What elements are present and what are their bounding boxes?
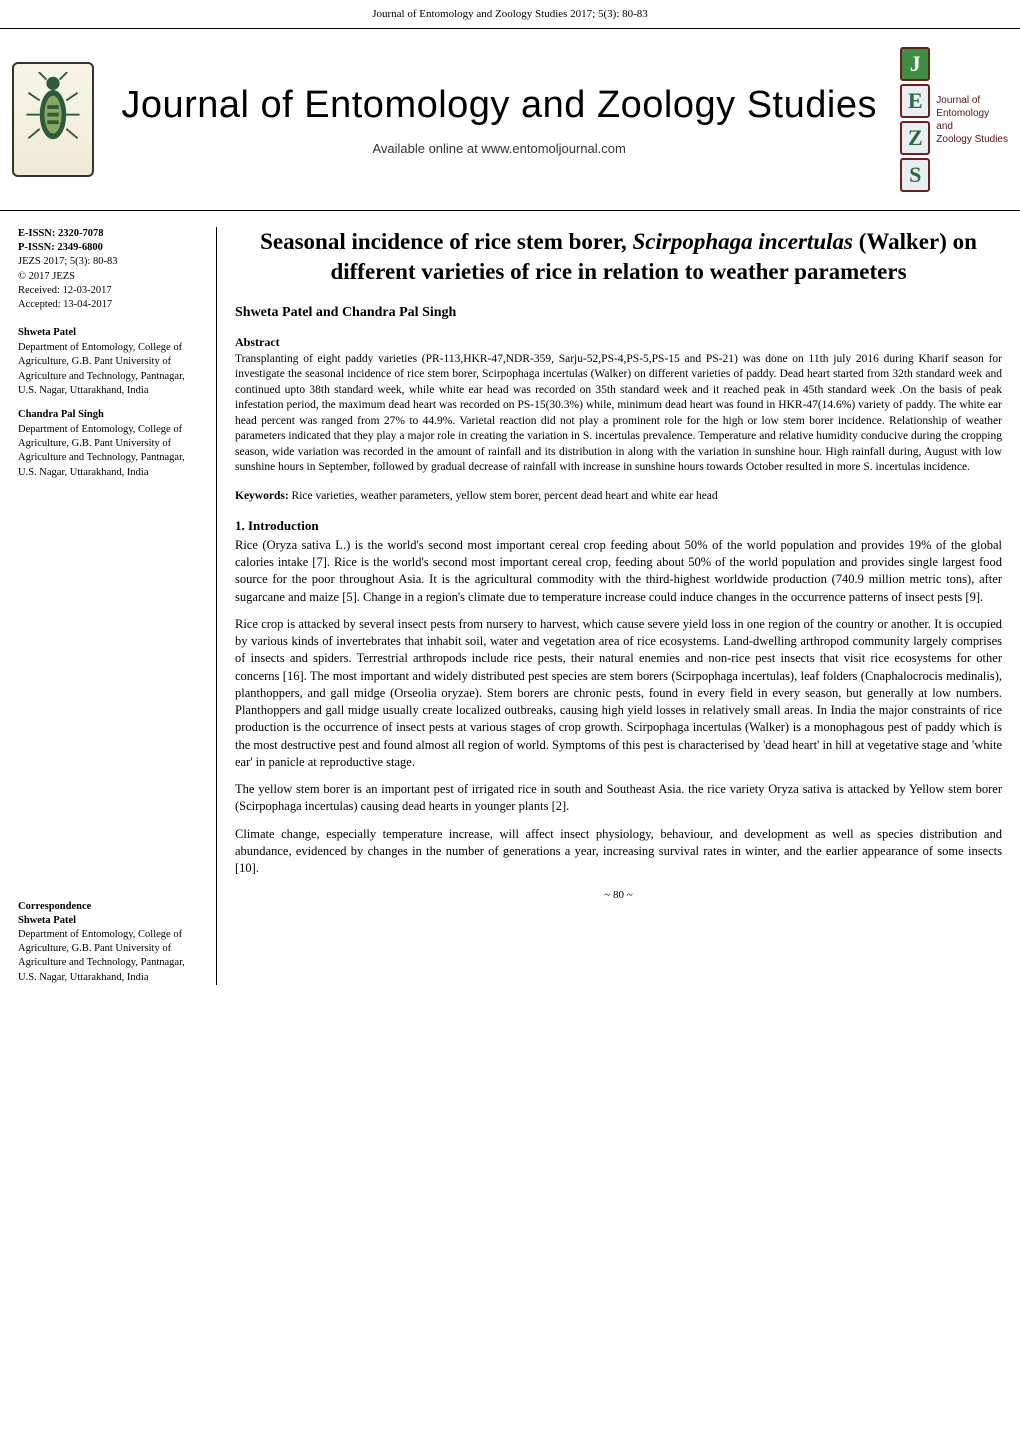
- badge-tile-s: S: [900, 158, 930, 192]
- masthead-subtitle: Available online at www.entomoljournal.c…: [116, 141, 882, 156]
- left-metadata-column: E-ISSN: 2320-7078 P-ISSN: 2349-6800 JEZS…: [18, 227, 216, 985]
- correspondence-affil: Department of Entomology, College of Agr…: [18, 928, 202, 985]
- intro-para-2: Rice crop is attacked by several insect …: [235, 616, 1002, 771]
- keywords-text: Rice varieties, weather parameters, yell…: [289, 490, 718, 502]
- correspondence-name: Shweta Patel: [18, 914, 202, 928]
- sidebar-author-2-affil: Department of Entomology, College of Agr…: [18, 423, 202, 480]
- masthead-center: Journal of Entomology and Zoology Studie…: [116, 84, 882, 156]
- badge-side-0: Journal of: [936, 95, 980, 106]
- issn-block: E-ISSN: 2320-7078 P-ISSN: 2349-6800 JEZS…: [18, 227, 202, 312]
- keywords-line: Keywords: Rice varieties, weather parame…: [235, 490, 1002, 502]
- badge-side-1: Entomology: [936, 108, 989, 119]
- intro-para-3: The yellow stem borer is an important pe…: [235, 781, 1002, 816]
- sidebar-author-1-name: Shweta Patel: [18, 326, 202, 340]
- title-pre: Seasonal incidence of rice stem borer,: [260, 229, 632, 254]
- jezs-line: JEZS 2017; 5(3): 80-83: [18, 255, 202, 269]
- authors-line: Shweta Patel and Chandra Pal Singh: [235, 305, 1002, 321]
- title-italic: Scirpophaga incertulas: [633, 229, 853, 254]
- masthead-title: Journal of Entomology and Zoology Studie…: [116, 84, 882, 127]
- masthead-row: Journal of Entomology and Zoology Studie…: [0, 29, 1020, 211]
- badge-tile-j: J: [900, 47, 930, 81]
- top-issue-bar: Journal of Entomology and Zoology Studie…: [0, 0, 1020, 29]
- badge-tile-z: Z: [900, 121, 930, 155]
- badge-stack: J E Z S: [900, 47, 930, 192]
- abstract-body: Transplanting of eight paddy varieties (…: [235, 352, 1002, 476]
- intro-para-1: Rice (Oryza sativa L.) is the world's se…: [235, 537, 1002, 606]
- keywords-label: Keywords:: [235, 490, 289, 502]
- sidebar-author-2-name: Chandra Pal Singh: [18, 408, 202, 422]
- badge-tile-e: E: [900, 84, 930, 118]
- intro-heading: 1. Introduction: [235, 518, 1002, 534]
- correspondence-label: Correspondence: [18, 900, 202, 914]
- article-title: Seasonal incidence of rice stem borer, S…: [235, 227, 1002, 287]
- badge-side-label: Journal of Entomology and Zoology Studie…: [936, 94, 1008, 146]
- accepted-line: Accepted: 13-04-2017: [18, 298, 202, 312]
- p-issn: P-ISSN: 2349-6800: [18, 241, 202, 255]
- badge-side-3: Zoology Studies: [936, 134, 1008, 145]
- article-content-column: Seasonal incidence of rice stem borer, S…: [216, 227, 1002, 985]
- e-issn: E-ISSN: 2320-7078: [18, 227, 202, 241]
- journal-issue-text: Journal of Entomology and Zoology Studie…: [372, 8, 648, 20]
- intro-para-4: Climate change, especially temperature i…: [235, 826, 1002, 878]
- sidebar-author-1-affil: Department of Entomology, College of Agr…: [18, 341, 202, 398]
- abstract-heading: Abstract: [235, 335, 1002, 350]
- badge-wrap: J E Z S Journal of Entomology and Zoolog…: [882, 47, 1008, 192]
- page-number: ~ 80 ~: [235, 889, 1002, 901]
- journal-logo: [12, 62, 94, 177]
- badge-side-2: and: [936, 121, 953, 132]
- copyright-line: © 2017 JEZS: [18, 270, 202, 284]
- received-line: Received: 12-03-2017: [18, 284, 202, 298]
- insect-logo-icon: [24, 72, 82, 162]
- main-layout: E-ISSN: 2320-7078 P-ISSN: 2349-6800 JEZS…: [0, 211, 1020, 1015]
